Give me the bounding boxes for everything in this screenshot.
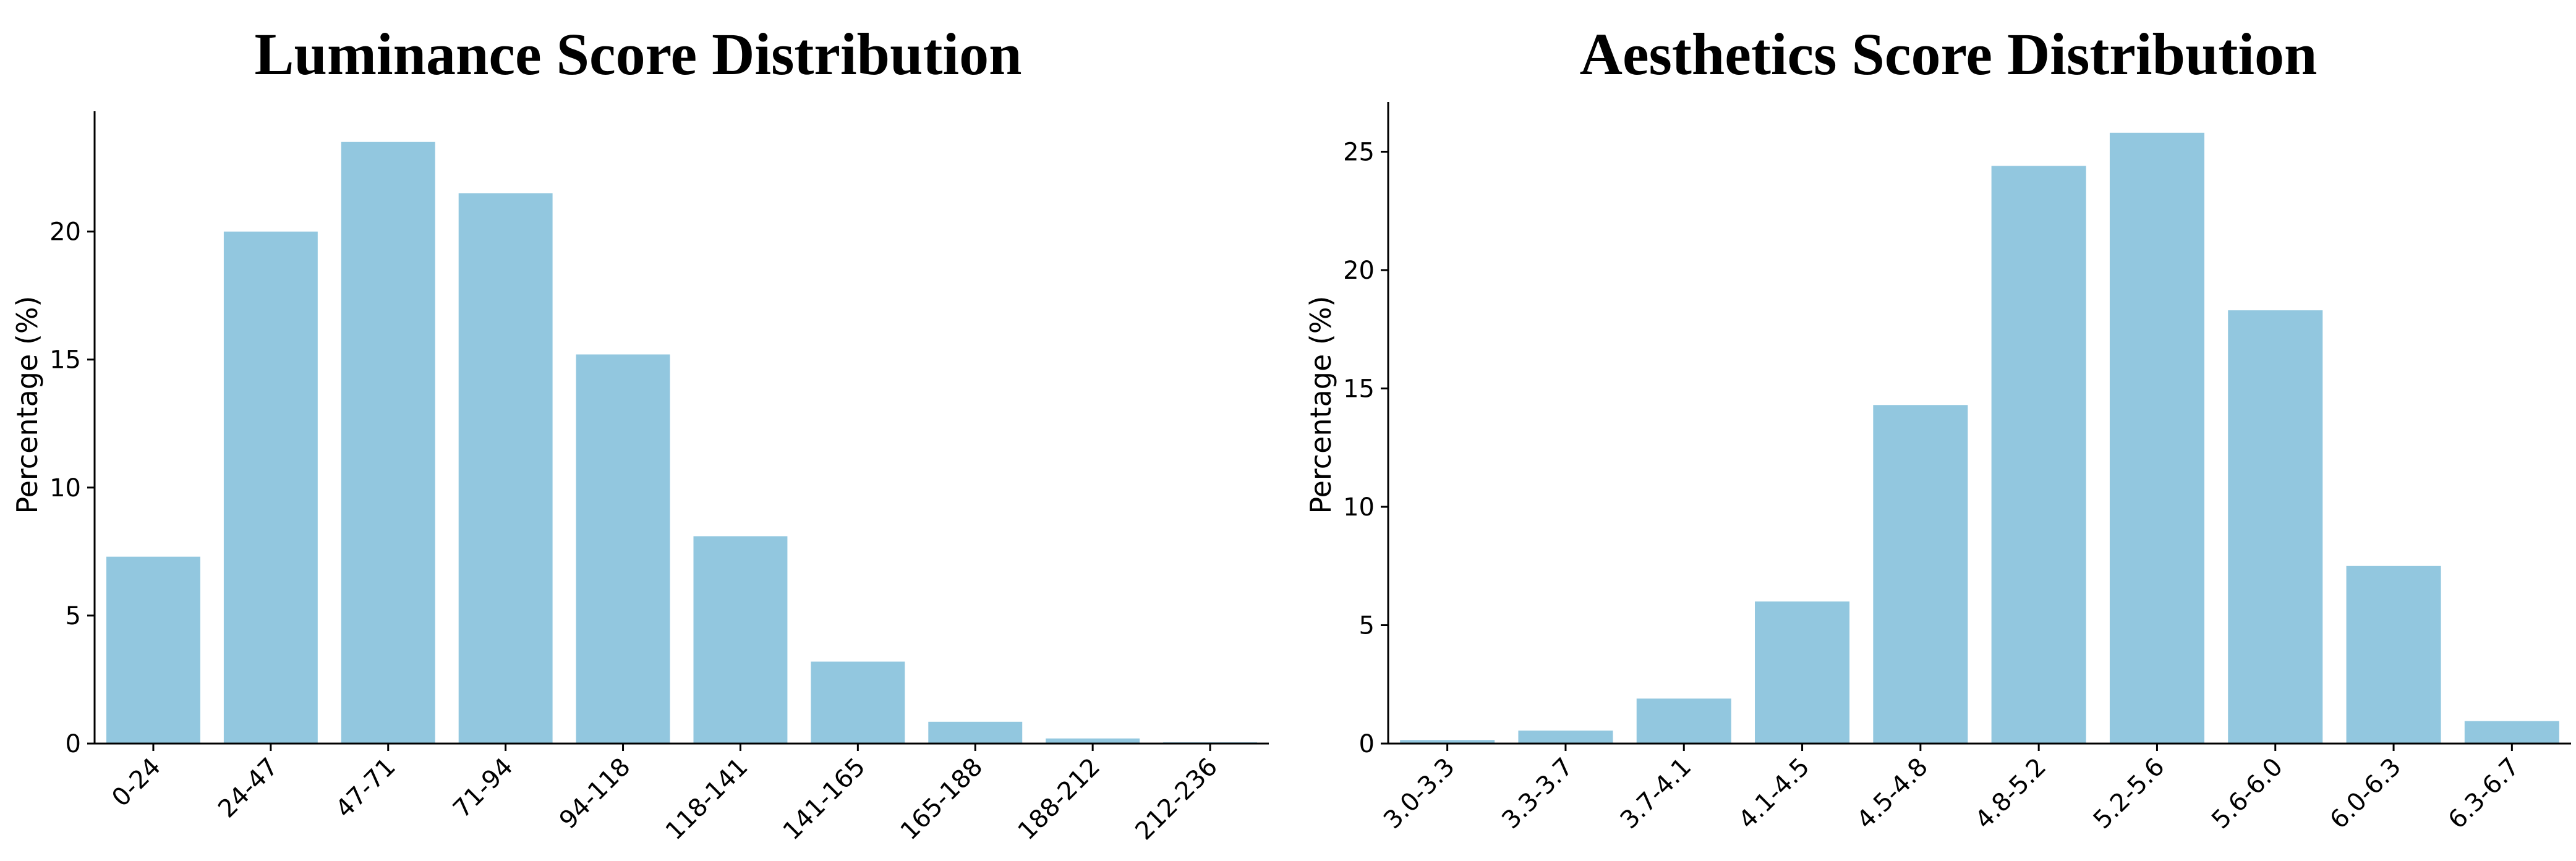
luminance-y-tick-label: 20 <box>49 218 81 247</box>
aesthetics-x-tick-label: 3.0-3.3 <box>1378 753 1461 835</box>
luminance-bar <box>928 721 1023 744</box>
aesthetics-y-tick-label: 5 <box>1359 611 1375 640</box>
luminance-x-tick-label: 188-212 <box>1013 753 1106 846</box>
aesthetics-x-tick-label: 6.3-6.7 <box>2443 753 2525 835</box>
aesthetics-bar <box>1755 601 1850 744</box>
luminance-x-tick-label: 0-24 <box>106 753 166 813</box>
luminance-bar <box>458 193 553 744</box>
luminance-x-ticks: 0-24 24-47 47-71 71-94 94-118 118-141 141-165 1… <box>106 744 1223 846</box>
luminance-y-tick-label: 15 <box>49 346 81 375</box>
aesthetics-x-ticks: 3.0-3.3 3.3-3.7 3.7-4.1 4.1-4.5 4.5-4.8 4.8-5… <box>1378 744 2525 834</box>
aesthetics-y-tick-label: 10 <box>1343 493 1375 522</box>
luminance-y-tick-label: 5 <box>66 602 81 630</box>
aesthetics-bar <box>1636 698 1731 744</box>
aesthetics-y-tick-label: 25 <box>1343 138 1375 166</box>
aesthetics-bar <box>2464 721 2559 744</box>
luminance-y-tick-label: 0 <box>66 730 81 758</box>
aesthetics-chart-title: Aesthetics Score Distribution <box>1580 21 2318 87</box>
luminance-bars <box>106 142 1258 744</box>
aesthetics-x-tick-label: 3.7-4.1 <box>1615 753 1697 835</box>
luminance-bar <box>1046 738 1140 744</box>
luminance-x-tick-label: 71-94 <box>448 753 519 824</box>
aesthetics-bar <box>1400 740 1495 744</box>
aesthetics-y-tick-label: 15 <box>1343 375 1375 403</box>
luminance-chart: Luminance Score Distribution Percentage … <box>11 21 1269 846</box>
aesthetics-bar <box>2109 132 2204 744</box>
luminance-bar <box>576 354 670 744</box>
aesthetics-x-tick-label: 5.2-5.6 <box>2088 753 2170 835</box>
luminance-y-ticks: 0 5 10 15 20 <box>49 218 95 758</box>
aesthetics-x-tick-label: 5.6-6.0 <box>2206 753 2288 835</box>
aesthetics-y-tick-label: 20 <box>1343 257 1375 285</box>
luminance-bar <box>693 536 788 744</box>
luminance-x-tick-label: 94-118 <box>554 753 636 835</box>
luminance-x-tick-label: 165-188 <box>895 753 989 846</box>
luminance-y-tick-label: 10 <box>49 474 81 503</box>
aesthetics-y-ticks: 0 5 10 15 20 25 <box>1343 138 1388 758</box>
aesthetics-bars <box>1400 132 2559 744</box>
luminance-chart-title: Luminance Score Distribution <box>255 21 1022 87</box>
aesthetics-y-tick-label: 0 <box>1359 730 1375 758</box>
luminance-bar <box>811 661 905 744</box>
luminance-bar <box>223 231 318 744</box>
aesthetics-chart: Aesthetics Score Distribution Percentage… <box>1304 21 2571 834</box>
aesthetics-bar <box>2346 566 2441 744</box>
aesthetics-bar <box>2228 310 2323 744</box>
aesthetics-bar <box>1518 730 1613 744</box>
aesthetics-x-tick-label: 4.1-4.5 <box>1733 753 1815 835</box>
aesthetics-x-tick-label: 6.0-6.3 <box>2324 753 2407 835</box>
aesthetics-bar <box>1873 405 1968 744</box>
luminance-x-tick-label: 47-71 <box>330 753 401 824</box>
luminance-x-tick-label: 212-236 <box>1130 753 1223 846</box>
luminance-bar <box>106 556 200 744</box>
luminance-x-tick-label: 24-47 <box>213 753 284 824</box>
aesthetics-x-tick-label: 3.3-3.7 <box>1496 753 1579 835</box>
aesthetics-y-axis-label: Percentage (%) <box>1304 296 1337 514</box>
luminance-bar <box>341 142 435 744</box>
aesthetics-x-tick-label: 4.8-5.2 <box>1970 753 2052 835</box>
luminance-x-tick-label: 118-141 <box>660 753 754 846</box>
aesthetics-x-tick-label: 4.5-4.8 <box>1851 753 1934 835</box>
luminance-y-axis-label: Percentage (%) <box>11 296 44 514</box>
aesthetics-bar <box>1991 166 2086 744</box>
luminance-x-tick-label: 141-165 <box>778 753 871 846</box>
